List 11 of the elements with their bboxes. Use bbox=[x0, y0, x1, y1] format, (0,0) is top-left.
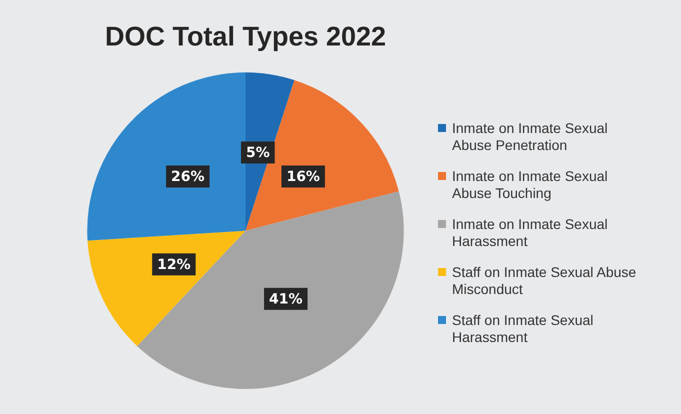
data-label: 16% bbox=[286, 169, 320, 186]
data-label: 5% bbox=[246, 145, 270, 162]
data-label: 26% bbox=[171, 169, 205, 186]
data-label: 41% bbox=[269, 291, 303, 308]
legend-label: Staff on Inmate Sexual Abuse Misconduct bbox=[452, 264, 638, 298]
legend-label: Inmate on Inmate Sexual Abuse Touching bbox=[452, 168, 609, 202]
legend-label: Inmate on Inmate Sexual Abuse Penetration bbox=[452, 120, 609, 154]
data-label: 12% bbox=[157, 257, 191, 274]
chart-title: DOC Total Types 2022 bbox=[104, 22, 386, 52]
legend-label: Inmate on Inmate Sexual Harassment bbox=[452, 216, 609, 250]
legend-label: Staff on Inmate Sexual Harassment bbox=[452, 312, 594, 346]
